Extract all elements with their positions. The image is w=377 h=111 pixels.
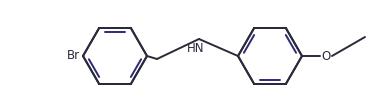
Text: HN: HN [187, 43, 205, 56]
Text: O: O [321, 50, 331, 62]
Text: Br: Br [67, 50, 80, 62]
